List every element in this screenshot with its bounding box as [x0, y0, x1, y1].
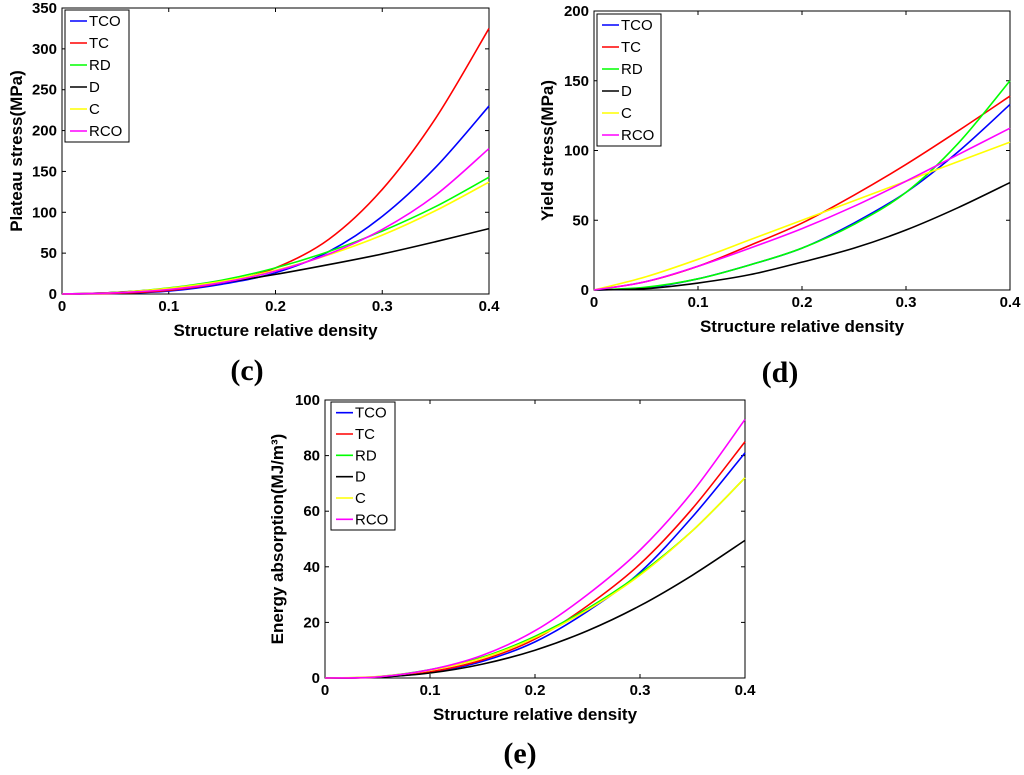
legend-box	[64, 9, 130, 143]
y-tick-label: 150	[32, 163, 57, 180]
y-tick-label: 50	[40, 245, 57, 262]
y-tick-label: 20	[303, 614, 320, 631]
legend-label-rco: RCO	[621, 127, 654, 144]
y-tick-label: 150	[564, 73, 589, 90]
legend-label-tco: TCO	[355, 405, 387, 422]
legend: TCO TC RD DC RCO	[596, 13, 662, 147]
series-line-rd	[593, 80, 1011, 291]
y-tick-label: 50	[572, 212, 589, 229]
series-line-rco	[324, 418, 746, 679]
legend-label-d: D	[89, 79, 100, 96]
y-tick-label: 200	[32, 123, 57, 140]
x-tick-label: 0.1	[420, 682, 441, 699]
x-tick-label: 0.2	[265, 298, 286, 315]
y-tick-label: 0	[312, 670, 320, 687]
x-axis-label: Structure relative density	[700, 317, 905, 336]
panel-label: (e)	[503, 737, 536, 770]
x-tick-label: 0.3	[630, 682, 651, 699]
legend-label-rd: RD	[621, 61, 643, 78]
y-tick-label: 80	[303, 448, 320, 465]
y-tick-label: 0	[49, 286, 57, 303]
chart-c: 0 0.1 0.2 0.3 0.4 0 50 100 150 200 250 300 350 Struct…	[7, 0, 500, 387]
x-tick-label: 0	[590, 294, 598, 311]
legend-label-rco: RCO	[89, 123, 122, 140]
x-tick-label: 0.2	[792, 294, 813, 311]
series-line-c	[593, 141, 1011, 291]
y-tick-label: 250	[32, 82, 57, 99]
panel-label: (c)	[230, 354, 263, 387]
x-tick-label: 0.3	[372, 298, 393, 315]
legend-label-rco: RCO	[355, 511, 388, 528]
y-tick-label: 350	[32, 0, 57, 17]
x-tick-label: 0.4	[735, 682, 757, 699]
legend-label-rd: RD	[89, 57, 111, 74]
y-tick-label: 60	[303, 503, 320, 520]
x-axis-label: Structure relative density	[173, 321, 378, 340]
series-line-d	[324, 539, 746, 679]
x-tick-label: 0	[321, 682, 329, 699]
legend-label-tc: TC	[355, 426, 375, 443]
y-tick-label: 100	[564, 143, 589, 160]
legend-label-d: D	[621, 83, 632, 100]
series-line-rco	[61, 147, 490, 295]
x-tick-label: 0.2	[525, 682, 546, 699]
legend: TCO TC RD DC RCO	[64, 9, 130, 143]
y-axis-label: Plateau stress(MPa)	[7, 70, 26, 232]
legend-label-rd: RD	[355, 447, 377, 464]
series-line-rco	[593, 127, 1011, 291]
legend-label-d: D	[355, 469, 366, 486]
legend: TCO TC RD DC RCO	[330, 401, 396, 531]
y-axis-label: Yield stress(MPa)	[538, 80, 557, 221]
chart-e: 0 0.1 0.2 0.3 0.4 0 20 40 60 80 100 Structure relat…	[268, 392, 756, 770]
x-axis-label: Structure relative density	[433, 705, 638, 724]
legend-label-c: C	[621, 105, 632, 122]
legend-label-tco: TCO	[621, 17, 653, 34]
y-tick-label: 300	[32, 41, 57, 58]
legend-box	[596, 13, 662, 147]
legend-label-tco: TCO	[89, 13, 121, 30]
legend-label-c: C	[89, 101, 100, 118]
chart-d: 0 0.1 0.2 0.3 0.4 0 50 100 150 200 Structure relat…	[538, 3, 1021, 389]
y-axis-label: Energy absorption(MJ/m³)	[268, 434, 287, 645]
series-line-d	[593, 181, 1011, 291]
x-tick-label: 0	[58, 298, 66, 315]
y-tick-label: 100	[32, 204, 57, 221]
panel-label: (d)	[762, 356, 799, 389]
x-tick-label: 0.4	[479, 298, 501, 315]
legend-label-c: C	[355, 490, 366, 507]
legend-label-tc: TC	[89, 35, 109, 52]
x-tick-label: 0.1	[688, 294, 709, 311]
y-tick-label: 100	[295, 392, 320, 409]
legend-label-tc: TC	[621, 39, 641, 56]
y-tick-label: 40	[303, 559, 320, 576]
x-tick-label: 0.1	[158, 298, 179, 315]
legend-box	[330, 401, 396, 531]
y-tick-label: 0	[581, 282, 589, 299]
x-tick-label: 0.4	[1000, 294, 1022, 311]
y-tick-label: 200	[564, 3, 589, 20]
x-tick-label: 0.3	[896, 294, 917, 311]
